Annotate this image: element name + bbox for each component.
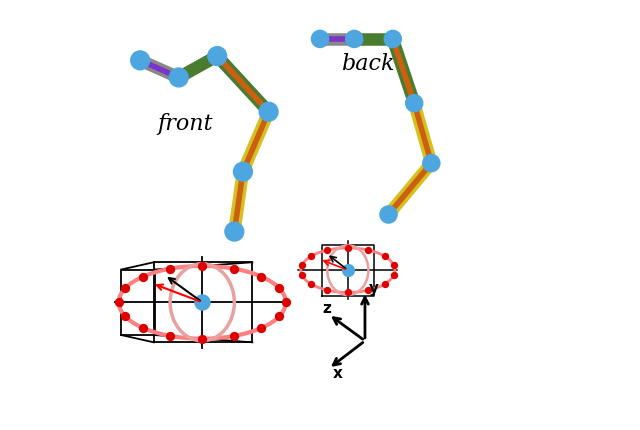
Circle shape <box>384 31 401 49</box>
Point <box>380 281 390 288</box>
Text: front: front <box>157 113 213 135</box>
Point <box>323 287 333 294</box>
Point <box>297 262 307 269</box>
Point <box>306 281 316 288</box>
Circle shape <box>346 31 363 49</box>
Circle shape <box>225 223 244 242</box>
Point <box>197 263 207 270</box>
Circle shape <box>208 48 227 66</box>
Point <box>388 272 399 279</box>
Point <box>280 299 291 306</box>
Point <box>342 245 353 252</box>
Circle shape <box>406 95 423 113</box>
Text: z: z <box>322 300 331 315</box>
Point <box>342 267 353 274</box>
Point <box>380 253 390 260</box>
Text: back: back <box>341 53 395 75</box>
Point <box>363 287 373 294</box>
Point <box>342 289 353 296</box>
Point <box>256 325 266 332</box>
Point <box>363 247 373 254</box>
Point <box>138 273 148 280</box>
Text: y: y <box>369 280 380 295</box>
Point <box>388 262 399 269</box>
Point <box>165 333 175 340</box>
Circle shape <box>423 155 440 172</box>
Circle shape <box>234 163 252 182</box>
Point <box>197 299 207 306</box>
Circle shape <box>169 69 188 88</box>
Circle shape <box>131 52 150 71</box>
Point <box>120 313 130 320</box>
Point <box>197 335 207 342</box>
Point <box>275 285 285 292</box>
Point <box>297 272 307 279</box>
Point <box>120 285 130 292</box>
Point <box>275 313 285 320</box>
Point <box>306 253 316 260</box>
Point <box>256 273 266 280</box>
Circle shape <box>259 103 278 122</box>
Circle shape <box>312 31 328 49</box>
Point <box>229 266 239 273</box>
Point <box>114 299 124 306</box>
Point <box>323 247 333 254</box>
Point <box>229 333 239 340</box>
Point <box>138 325 148 332</box>
Circle shape <box>380 206 397 224</box>
Point <box>165 266 175 273</box>
Text: x: x <box>333 366 343 381</box>
